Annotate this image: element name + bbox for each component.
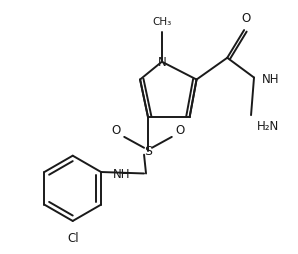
Text: O: O (112, 124, 121, 137)
Text: O: O (175, 124, 184, 137)
Text: Cl: Cl (67, 231, 79, 244)
Text: N: N (158, 56, 166, 69)
Text: CH₃: CH₃ (152, 17, 172, 27)
Text: S: S (144, 145, 152, 158)
Text: O: O (241, 12, 251, 25)
Text: NH: NH (262, 73, 280, 86)
Text: H₂N: H₂N (257, 119, 279, 132)
Text: NH: NH (113, 167, 130, 180)
